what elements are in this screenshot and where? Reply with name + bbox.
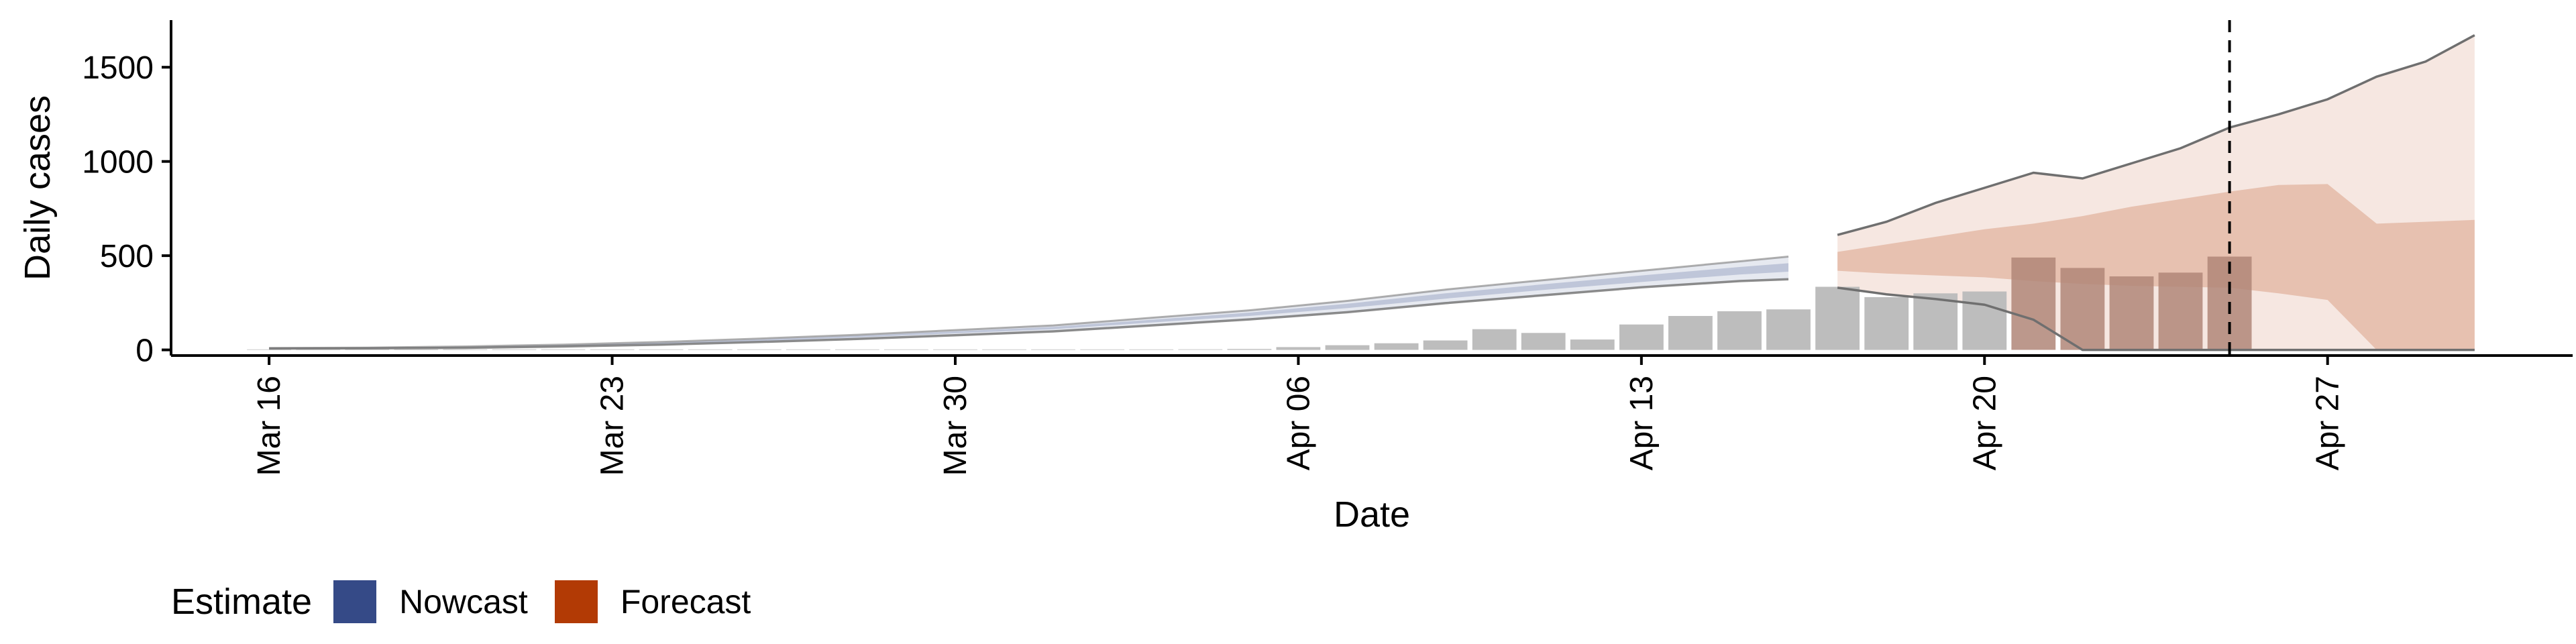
bar-2020-04-12 [1570,339,1615,350]
legend-swatch-nowcast [333,580,377,623]
axes: 0 500 1000 1500 Mar 16 Mar 23 Mar 30 Apr 06 Apr … [82,20,2573,476]
x-tick-label-2020-03-23: Mar 23 [595,376,631,476]
bar-2020-04-21 [2011,257,2056,350]
bar-2020-04-07 [1325,345,1370,350]
legend-swatch-forecast [554,580,598,623]
x-tick-label-2020-03-16: Mar 16 [252,376,287,476]
bar-2020-04-13 [1619,324,1664,350]
bar-2020-04-06 [1276,347,1321,350]
nowcast-upper-line [269,256,1789,350]
bar-2020-04-10 [1472,329,1517,350]
y-tick-label-1500: 1500 [82,50,154,86]
nowcast-outer-band [269,256,1788,349]
bar-2020-04-24 [2158,272,2203,350]
x-tick-label-2020-03-30: Mar 30 [938,376,973,476]
estimate-outlines [269,34,2475,352]
bar-2020-04-16 [1766,309,1811,350]
legend: Estimate Nowcast Forecast [171,578,777,625]
reported-cases-bars [247,256,2252,350]
bar-2020-04-05 [1227,349,1272,350]
bar-2020-04-17 [1815,286,1860,350]
y-axis-label: Daily cases [17,95,58,280]
x-tick-label-2020-04-27: Apr 27 [2310,376,2346,470]
bar-2020-04-23 [2109,276,2154,350]
x-tick-label-2020-04-20: Apr 20 [1967,376,2002,470]
estimate-bands [269,35,2475,350]
bar-2020-04-11 [1521,333,1566,350]
legend-title: Estimate [171,582,313,622]
legend-label-nowcast: Nowcast [399,583,528,621]
legend-label-forecast: Forecast [620,583,751,621]
forecast-inner-band [1837,184,2475,350]
x-axis-label: Date [1334,494,1410,535]
y-tick-label-0: 0 [136,333,154,369]
bar-2020-04-14 [1668,316,1713,350]
bar-2020-04-08 [1374,343,1419,350]
bar-2020-04-15 [1717,311,1762,350]
nowcast-lower-line [269,278,1789,350]
bar-2020-04-20 [1962,291,2007,350]
y-tick-label-1000: 1000 [82,145,154,180]
bar-2020-04-19 [1913,293,1958,350]
forecast-upper-line [1837,34,2475,236]
bar-2020-04-18 [1864,297,1909,350]
x-tick-label-2020-04-06: Apr 06 [1281,376,1316,470]
bar-2020-04-22 [2060,268,2105,350]
forecast-outer-band [1837,35,2475,350]
x-tick-label-2020-04-13: Apr 13 [1624,376,1660,470]
y-tick-label-500: 500 [100,239,154,274]
bar-2020-04-09 [1423,340,1468,350]
forecast-lower-line [1837,286,2475,352]
